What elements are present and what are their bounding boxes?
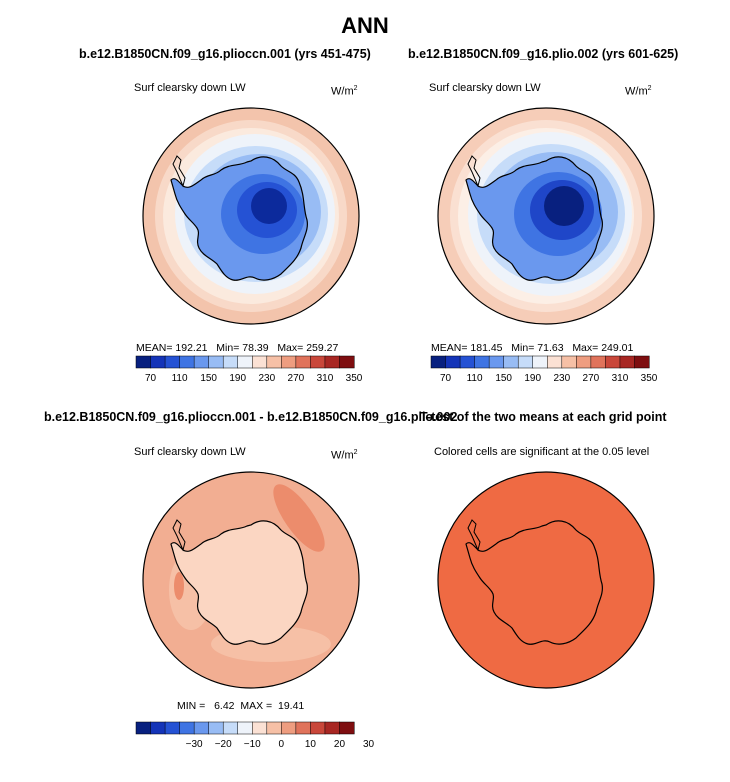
- panel1-colorbar-tick-label: 110: [172, 373, 188, 384]
- panel1-colorbar-swatch: [179, 355, 195, 369]
- panel3-colorbar-tick-label: 0: [279, 739, 285, 750]
- figure-title: ANN: [341, 13, 389, 38]
- panel3-colorbar-swatch: [135, 721, 152, 735]
- panel2-title: b.e12.B1850CN.f09_g16.plio.002 (yrs 601-…: [408, 47, 679, 61]
- panel3-colorbar-tick-label: 20: [334, 739, 346, 750]
- panel2-stats: MEAN= 181.45 Min= 71.63 Max= 249.01: [431, 342, 634, 354]
- panel1-colorbar: 70 110 150 190 230 270 310 350: [135, 355, 363, 384]
- map-significant-fill: [438, 472, 654, 688]
- panel3-colorbar-swatch: [179, 721, 195, 735]
- panel1-colorbar-swatch: [281, 355, 297, 369]
- panel3-colorbar-swatch: [150, 721, 166, 735]
- panel3-colorbar-swatch: [193, 721, 210, 735]
- map-boundary: [437, 107, 655, 325]
- panel1-colorbar-swatch: [339, 355, 355, 369]
- panel2-colorbar-swatch: [430, 355, 447, 369]
- panel3-colorbar-swatch: [208, 721, 224, 735]
- panel3-colorbar-swatch: [310, 721, 326, 735]
- panel1-colorbar-swatch: [237, 355, 253, 369]
- panel1-colorbar-swatch: [310, 355, 326, 369]
- panel2-units: W/m2: [625, 85, 652, 98]
- panel3-colorbar-swatch: [339, 721, 355, 735]
- panel2-colorbar-tick-label: 150: [495, 373, 512, 384]
- panel1-stats: MEAN= 192.21 Min= 78.39 Max= 259.27: [136, 342, 339, 354]
- panel2-colorbar-swatch: [547, 355, 563, 369]
- panel1-variable: Surf clearsky down LW: [134, 82, 246, 94]
- panel3-colorbar: −30 −20 −10 0 10 20 30: [135, 721, 375, 750]
- panel1-colorbar-swatch: [252, 355, 268, 369]
- panel3-units: W/m2: [331, 449, 358, 462]
- panel2-colorbar-swatch: [561, 355, 577, 369]
- panel1-map: [142, 107, 360, 325]
- panel2-colorbar-tick-label: 110: [467, 373, 483, 384]
- panel3-variable: Surf clearsky down LW: [134, 446, 246, 458]
- panel1-title: b.e12.B1850CN.f09_g16.plioccn.001 (yrs 4…: [79, 47, 371, 61]
- panel2-map: [437, 107, 655, 325]
- panel2-colorbar-tick-label: 270: [583, 373, 600, 384]
- panel3-colorbar-swatch: [237, 721, 253, 735]
- panel2-colorbar-tick-label: 350: [641, 373, 658, 384]
- panel1-colorbar-swatch: [193, 355, 210, 369]
- panel1-colorbar-swatch: [266, 355, 282, 369]
- panel3-colorbar-tick-label: −20: [215, 739, 232, 750]
- panel4-title: T-test of the two means at each grid poi…: [420, 410, 667, 424]
- panel2-colorbar: 70 110 150 190 230 270 310 350: [430, 355, 658, 384]
- map-patch-dark: [273, 484, 325, 552]
- panel3-colorbar-swatch: [222, 721, 239, 735]
- panel2-colorbar-swatch: [503, 355, 519, 369]
- panel1-colorbar-swatch: [295, 355, 311, 369]
- panel3-colorbar-swatch: [324, 721, 341, 735]
- panel1-colorbar-swatch: [222, 355, 239, 369]
- panel2-colorbar-swatch: [619, 355, 636, 369]
- panel3-colorbar-swatch: [295, 721, 311, 735]
- panel1-colorbar-swatch: [208, 355, 224, 369]
- panel2-colorbar-tick-label: 310: [612, 373, 629, 384]
- map-boundary: [142, 107, 360, 325]
- panel3-title: b.e12.B1850CN.f09_g16.plioccn.001 - b.e1…: [44, 410, 458, 424]
- panel2-colorbar-swatch: [488, 355, 505, 369]
- panel3-map: [142, 471, 360, 689]
- panel1-units: W/m2: [331, 85, 358, 98]
- panel2-colorbar-tick-label: 70: [440, 373, 452, 384]
- panel2-colorbar-swatch: [605, 355, 621, 369]
- panel4-map: [437, 471, 655, 689]
- panel2-colorbar-swatch: [445, 355, 461, 369]
- panel3-colorbar-tick-label: −30: [186, 739, 203, 750]
- panel1-colorbar-swatch: [150, 355, 166, 369]
- panel2-colorbar-swatch: [590, 355, 606, 369]
- panel3-colorbar-swatch: [281, 721, 297, 735]
- panel1-colorbar-tick-label: 150: [200, 373, 217, 384]
- map-interior-core: [544, 186, 584, 226]
- panel2-variable: Surf clearsky down LW: [429, 82, 541, 94]
- map-boundary: [437, 471, 655, 689]
- panel3-stats: MIN = 6.42 MAX = 19.41: [177, 700, 305, 712]
- panel1-colorbar-tick-label: 230: [258, 373, 275, 384]
- panel2-colorbar-swatch: [459, 355, 476, 369]
- panel2-colorbar-swatch: [576, 355, 592, 369]
- panel2-colorbar-tick-label: 230: [553, 373, 570, 384]
- map-patch-dark: [174, 572, 184, 600]
- panel3-colorbar-swatch: [266, 721, 282, 735]
- panel1-colorbar-tick-label: 70: [145, 373, 157, 384]
- panel1-colorbar-swatch: [135, 355, 152, 369]
- panel4-variable: Colored cells are significant at the 0.0…: [434, 446, 650, 458]
- panel2-colorbar-swatch: [517, 355, 534, 369]
- panel1-colorbar-tick-label: 190: [229, 373, 246, 384]
- panel1-colorbar-tick-label: 310: [317, 373, 334, 384]
- map-interior-core: [251, 188, 287, 224]
- panel3-colorbar-swatch: [252, 721, 268, 735]
- panel1-colorbar-swatch: [324, 355, 341, 369]
- panel1-colorbar-swatch: [164, 355, 181, 369]
- panel2-colorbar-swatch: [634, 355, 650, 369]
- panel1-colorbar-tick-label: 270: [288, 373, 305, 384]
- panel2-colorbar-swatch: [532, 355, 548, 369]
- panel1-colorbar-tick-label: 350: [346, 373, 363, 384]
- panel3-colorbar-tick-label: 10: [305, 739, 317, 750]
- panel3-colorbar-tick-label: −10: [244, 739, 261, 750]
- panel3-colorbar-tick-label: 30: [363, 739, 375, 750]
- panel2-colorbar-swatch: [474, 355, 490, 369]
- panel3-colorbar-swatch: [164, 721, 181, 735]
- panel2-colorbar-tick-label: 190: [524, 373, 541, 384]
- map-boundary: [142, 471, 360, 689]
